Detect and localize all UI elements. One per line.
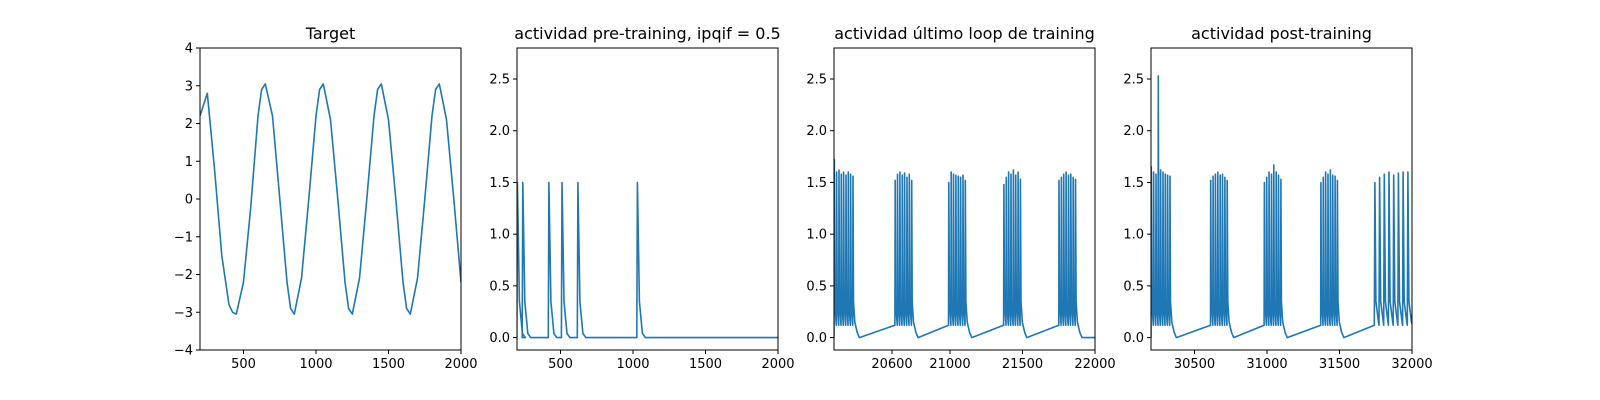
y-tick-label: 2.5: [806, 73, 827, 88]
y-tick-label: 0.0: [806, 331, 827, 346]
y-tick-label: 0.5: [806, 279, 827, 294]
y-tick-label: 0.0: [489, 331, 510, 346]
x-tick-label: 31500: [1319, 357, 1360, 372]
series-line: [517, 181, 778, 339]
y-tick-label: 0: [185, 193, 193, 208]
chart-title: actividad pre-training, ipqif = 0.5: [514, 24, 780, 43]
y-tick-label: −4: [174, 344, 193, 359]
y-tick-label: 1.0: [806, 228, 827, 243]
chart-title: actividad último loop de training: [834, 24, 1095, 43]
subplot-1: 500 1000 1500 2000 −4 −3 −2 −1 0 1 2 3 4 Target: [174, 24, 478, 372]
x-tick-label: 21500: [1002, 357, 1043, 372]
x-tick-label: 30500: [1174, 357, 1215, 372]
y-tick-label: −3: [174, 306, 193, 321]
chart-title: actividad post-training: [1191, 24, 1372, 43]
y-tick-label: 4: [185, 42, 193, 57]
x-tick-label: 32000: [1391, 357, 1432, 372]
y-tick-label: −1: [174, 230, 193, 245]
x-tick-label: 21000: [929, 357, 970, 372]
chart-title: Target: [305, 24, 356, 43]
y-tick-label: −2: [174, 268, 193, 283]
x-tick-label: 1000: [616, 357, 649, 372]
y-tick-label: 1.0: [1123, 228, 1144, 243]
y-tick-label: 0.0: [1123, 331, 1144, 346]
y-tick-label: 2.0: [1123, 124, 1144, 139]
x-tick-label: 20600: [871, 357, 912, 372]
y-tick-label: 2.5: [489, 73, 510, 88]
axes-frame: [1150, 47, 1413, 351]
y-tick-label: 1.0: [489, 228, 510, 243]
y-tick-label: 0.5: [1123, 279, 1144, 294]
y-tick-label: 1.5: [489, 176, 510, 191]
y-tick-label: 2.0: [806, 124, 827, 139]
y-tick-label: 0.5: [489, 279, 510, 294]
y-tick-label: 2.0: [489, 124, 510, 139]
x-tick-label: 1000: [299, 357, 332, 372]
series-line: [1151, 75, 1412, 339]
series-line: [200, 83, 461, 315]
axes-frame: [516, 47, 779, 351]
x-tick-label: 500: [231, 357, 256, 372]
x-tick-label: 2000: [761, 357, 794, 372]
x-tick-label: 1500: [689, 357, 722, 372]
y-tick-label: 1: [185, 155, 193, 170]
y-tick-label: 1.5: [806, 176, 827, 191]
subplot-3: 20600 21000 21500 22000 0.0 0.5 1.0 1.5 2.0 2.5 ac…: [806, 24, 1115, 372]
x-tick-label: 22000: [1074, 357, 1115, 372]
y-tick-label: 2: [185, 117, 193, 132]
x-tick-label: 31000: [1246, 357, 1287, 372]
subplot-2: 500 1000 1500 2000 0.0 0.5 1.0 1.5 2.0 2.5 activid…: [489, 24, 794, 372]
x-tick-label: 1500: [372, 357, 405, 372]
y-tick-label: 3: [185, 79, 193, 94]
x-tick-label: 500: [548, 357, 573, 372]
series-line: [834, 158, 1095, 339]
y-tick-label: 2.5: [1123, 73, 1144, 88]
axes-frame: [833, 47, 1096, 351]
y-tick-label: 1.5: [1123, 176, 1144, 191]
x-tick-label: 2000: [444, 357, 477, 372]
subplot-4: 30500 31000 31500 32000 0.0 0.5 1.0 1.5 2.0 2.5 ac…: [1123, 24, 1432, 372]
